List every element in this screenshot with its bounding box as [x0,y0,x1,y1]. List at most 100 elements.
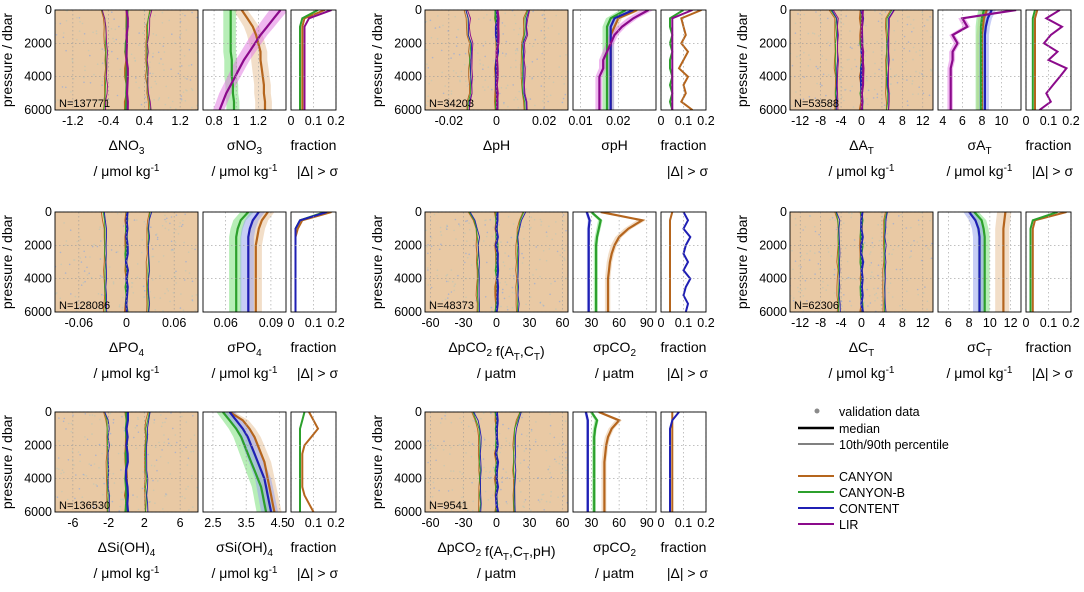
ph-validation-point [543,107,545,109]
po4-validation-point [175,228,177,231]
pco2b-validation-point [502,423,504,426]
pco2a-validation-point [511,307,514,309]
at-fraction-frame [1025,9,1072,111]
no3-delta-xlabel: ΔNO3 [109,137,145,157]
pco2b-fraction-plotarea [669,412,680,512]
pco2b-validation-point [537,499,540,501]
po4-fraction-tick-label: 0.1 [305,316,322,330]
ph-delta-tick-label: 0.02 [532,114,556,128]
at-sigma-tick-label: 6 [959,114,966,128]
si-validation-point [134,427,137,429]
pco2a-validation-point [453,289,456,292]
po4-fraction-xlabel: fraction [291,339,337,355]
pco2a-canyon_b-sigma-line [590,212,602,312]
pco2b-sigma-frame [572,411,657,513]
ct-pressure-tick: 4000 [759,272,787,286]
no3-validation-point [72,78,75,80]
ph-validation-point [514,96,517,99]
pco2a-validation-point [551,238,553,241]
pco2a-delta-axes: -60 -30 0 30 60 [421,211,569,330]
at-pressure-tick: 0 [780,3,787,17]
pco2a-validation-point [499,282,501,284]
no3-validation-point [98,101,100,103]
pco2a-validation-point [511,291,514,294]
ct-validation-point [843,310,846,312]
no3-fraction-tick-label: 0.1 [305,114,322,128]
pco2b-sigma-tick-label: 30 [584,516,598,530]
pco2a-validation-point [563,249,566,252]
ct-validation-point [887,291,890,294]
ct-validation-point [891,296,894,298]
po4-validation-point [191,247,193,250]
pco2a-validation-point [506,241,509,243]
ph-validation-point [534,104,536,107]
legend-canyon-b-label: CANYON-B [839,486,905,500]
si-validation-point [81,496,84,499]
si-validation-point [168,442,170,445]
pco2b-validation-point [525,447,527,450]
ph-validation-point [447,30,449,32]
si-unit-sup: -1 [151,565,160,576]
ph-sigma-tick-label: 0.01 [568,114,592,128]
ct-validation-point [866,288,868,291]
pco2b-validation-point [441,417,443,420]
si-validation-point [167,462,170,464]
si-validation-point [98,443,101,446]
no3-validation-point [116,94,119,97]
pco2b-validation-point [434,447,437,450]
si-validation-point [70,422,73,425]
at-validation-point [897,20,899,22]
at-canyon_b-p90-line [886,10,893,110]
pco2a-validation-point [532,274,534,276]
si-validation-point [147,453,149,456]
pco2a-validation-point [500,241,502,243]
ct-fraction-tick-label: 0.2 [1062,316,1079,330]
ct-validation-point [827,247,829,249]
si-delta-tick-label: 2 [141,516,148,530]
pco2a-sigma-plotarea [585,212,647,312]
si-validation-point [109,432,112,435]
panel-at: -12 -8 -4 0 4 8 12 4 6 8 10 0 0.1 0.20200040006000pre… [734,3,1080,179]
at-validation-point [872,51,875,53]
pco2b-validation-point [523,501,526,503]
si-sigma-axes: 2.5 3.5 4.5 [202,411,288,530]
pco2a-validation-point [554,233,557,235]
si-validation-point [161,421,164,424]
po4-validation-point [101,276,103,278]
pco2a-fraction-plotarea [669,212,692,312]
pco2a-validation-point [535,246,538,248]
no3-validation-point [142,32,144,34]
si-validation-point [150,464,153,467]
at-validation-point [874,10,876,12]
pco2a-delta-frame [424,211,569,313]
pco2a-sigma-tick-label: 90 [640,316,654,330]
si-validation-point [100,507,102,509]
si-validation-point [186,464,189,466]
pco2b-validation-point [505,440,508,442]
ct-validation-point [800,254,803,257]
pco2b-validation-point [506,477,509,479]
po4-validation-point [143,296,145,298]
no3-lir-median-line [125,10,129,110]
ct-validation-point [806,300,808,302]
si-canyon_b-p10-line [104,412,109,512]
ct-validation-point [835,228,838,231]
no3-validation-point [170,68,172,70]
at-unit-1: / μmol kg-1 [947,163,1013,179]
ph-validation-point [532,10,534,13]
si-validation-point [184,497,186,500]
no3-validation-point [196,16,198,19]
ct-validation-point [874,300,876,302]
pco2b-validation-point [549,472,551,474]
pco2b-validation-point [471,481,473,484]
no3-validation-point [158,62,161,65]
at-lir-sigma-line [949,10,1017,110]
si-validation-point [169,444,172,447]
no3-delta-label-main: ΔNO [109,137,139,153]
pco2a-delta-extra-tail: ,C [520,343,534,359]
ph-validation-point [459,80,461,83]
no3-validation-point [113,40,115,43]
ct-delta-tick-label: 4 [878,316,885,330]
si-delta-frame [54,411,199,513]
pco2a-validation-point [511,267,514,270]
